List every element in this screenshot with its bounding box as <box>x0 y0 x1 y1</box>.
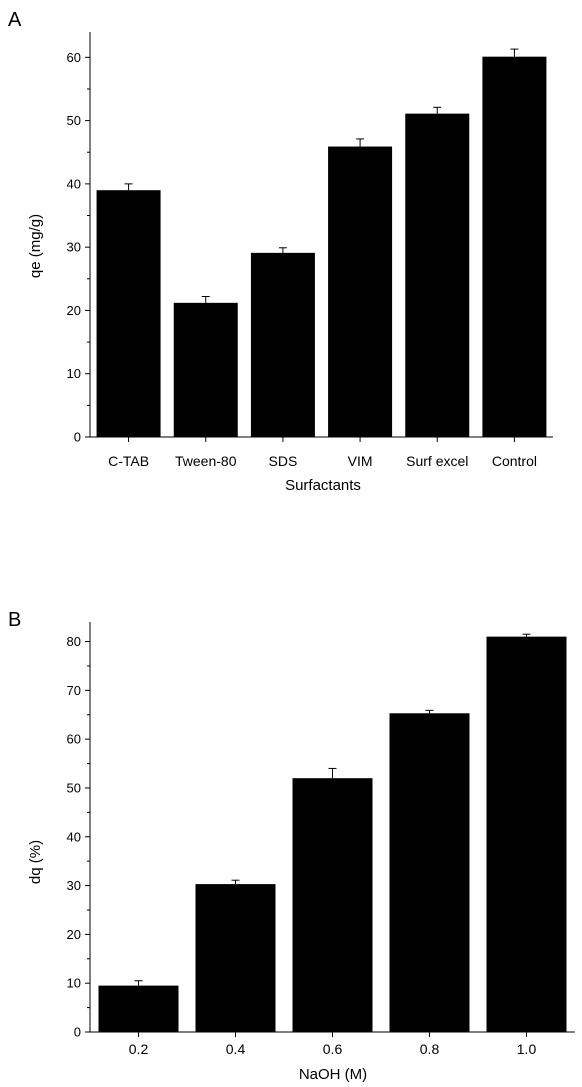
panel-b-x-tick-label: 0.4 <box>226 1041 246 1057</box>
panel-a-bar <box>96 190 161 437</box>
panel-a: A 0 10 20 30 40 50 60 C-TAB Tween-80 SDS VIM Surf e… <box>8 9 553 494</box>
panel-a-y-tick-label: 60 <box>67 50 81 65</box>
panel-b-y-tick-label: 60 <box>67 732 81 747</box>
panel-a-label: A <box>8 9 22 31</box>
panel-a-plot: 0 10 20 30 40 50 60 C-TAB Tween-80 SDS VIM Surf exc… <box>67 32 553 469</box>
panel-a-x-tick-label: C-TAB <box>108 453 149 469</box>
panel-b: B 0 10 20 30 40 50 60 70 80 0.2 0.4 0.6 0.8 1.0 NaOH … <box>8 609 575 1083</box>
panel-b-x-tick-label: 0.6 <box>323 1041 343 1057</box>
panel-a-bar <box>250 252 315 437</box>
panel-b-y-tick-label: 50 <box>67 780 81 795</box>
panel-a-x-tick-label: Control <box>492 453 537 469</box>
panel-a-y-tick-label: 40 <box>67 176 81 191</box>
panel-b-bar <box>486 636 567 1032</box>
panel-b-x-tick-label: 0.8 <box>420 1041 440 1057</box>
panel-a-bar <box>173 302 238 437</box>
panel-b-bar <box>98 985 179 1032</box>
panel-b-plot: 0 10 20 30 40 50 60 70 80 0.2 0.4 0.6 0.8 1.0 <box>67 622 575 1057</box>
panel-a-y-tick-label: 20 <box>67 303 81 318</box>
panel-b-y-tick-label: 30 <box>67 878 81 893</box>
panel-a-y-tick-label: 0 <box>74 430 81 445</box>
panel-b-y-tick-label: 10 <box>67 976 81 991</box>
panel-a-x-tick-label: Tween-80 <box>175 453 237 469</box>
panel-b-label: B <box>8 609 21 631</box>
panel-a-bar <box>405 113 470 437</box>
panel-a-x-tick-label: VIM <box>348 453 373 469</box>
panel-b-x-tick-label: 0.2 <box>129 1041 149 1057</box>
panel-b-x-tick-label: 1.0 <box>517 1041 537 1057</box>
panel-a-x-axis-title: Surfactants <box>285 477 361 494</box>
panel-a-x-tick-label: SDS <box>269 453 298 469</box>
panel-b-bar <box>195 884 276 1032</box>
panel-a-y-tick-label: 50 <box>67 113 81 128</box>
panel-a-x-tick-label: Surf excel <box>406 453 468 469</box>
panel-a-bar <box>482 56 547 437</box>
panel-b-y-tick-label: 20 <box>67 927 81 942</box>
panel-b-y-tick-label: 0 <box>74 1025 81 1040</box>
panel-a-bar <box>328 146 393 437</box>
panel-b-y-tick-label: 40 <box>67 829 81 844</box>
panel-b-bar <box>389 713 470 1032</box>
panel-b-y-axis-title: dq (%) <box>27 840 44 884</box>
panel-b-y-tick-label: 80 <box>67 634 81 649</box>
panel-a-y-axis-title: qe (mg/g) <box>27 214 44 278</box>
panel-a-y-tick-label: 10 <box>67 366 81 381</box>
panel-b-x-axis-title: NaOH (M) <box>299 1066 367 1083</box>
panel-a-y-tick-label: 30 <box>67 240 81 255</box>
panel-b-bar <box>292 778 373 1032</box>
panel-b-y-tick-label: 70 <box>67 683 81 698</box>
